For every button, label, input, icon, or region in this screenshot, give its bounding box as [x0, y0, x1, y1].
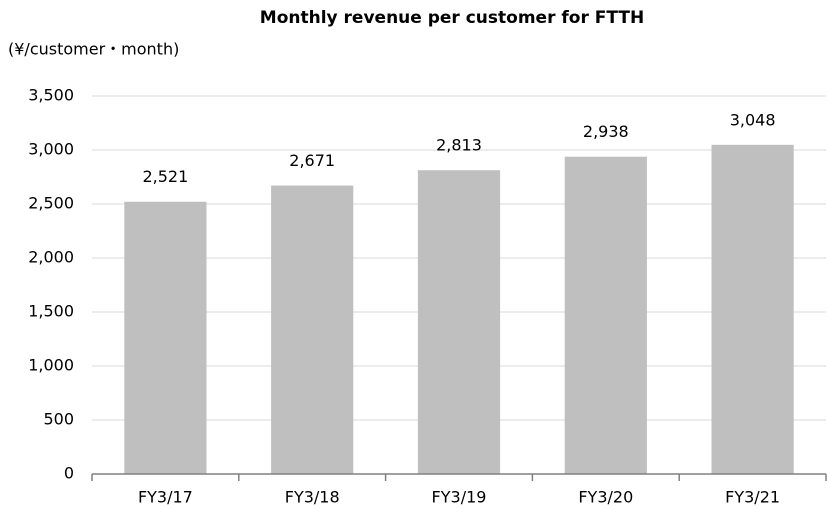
bar [271, 185, 354, 475]
data-label: 2,521 [142, 167, 188, 186]
x-tick-label: FY3/19 [432, 488, 487, 507]
bar [124, 201, 207, 474]
data-label: 3,048 [730, 110, 776, 129]
x-tick-label: FY3/17 [138, 488, 193, 507]
chart-title: Monthly revenue per customer for FTTH [260, 8, 644, 28]
y-tick-label: 500 [43, 410, 74, 429]
x-tick-label: FY3/20 [578, 488, 633, 507]
bar [711, 144, 794, 475]
bar [564, 156, 647, 475]
data-label: 2,938 [583, 122, 629, 141]
y-tick-label: 1,000 [28, 356, 74, 375]
y-tick-label: 2,000 [28, 248, 74, 267]
data-label: 2,813 [436, 136, 482, 155]
x-tick-label: FY3/18 [285, 488, 340, 507]
x-tick-label: FY3/21 [725, 488, 780, 507]
y-tick-label: 0 [64, 464, 74, 483]
bar [417, 170, 501, 475]
y-tick-label: 3,000 [28, 140, 74, 159]
y-tick-label: 2,500 [28, 194, 74, 213]
data-label: 2,671 [289, 151, 335, 170]
y-tick-label: 3,500 [28, 86, 74, 105]
y-axis-label: (¥/customer・month) [8, 40, 179, 59]
y-tick-label: 1,500 [28, 302, 74, 321]
